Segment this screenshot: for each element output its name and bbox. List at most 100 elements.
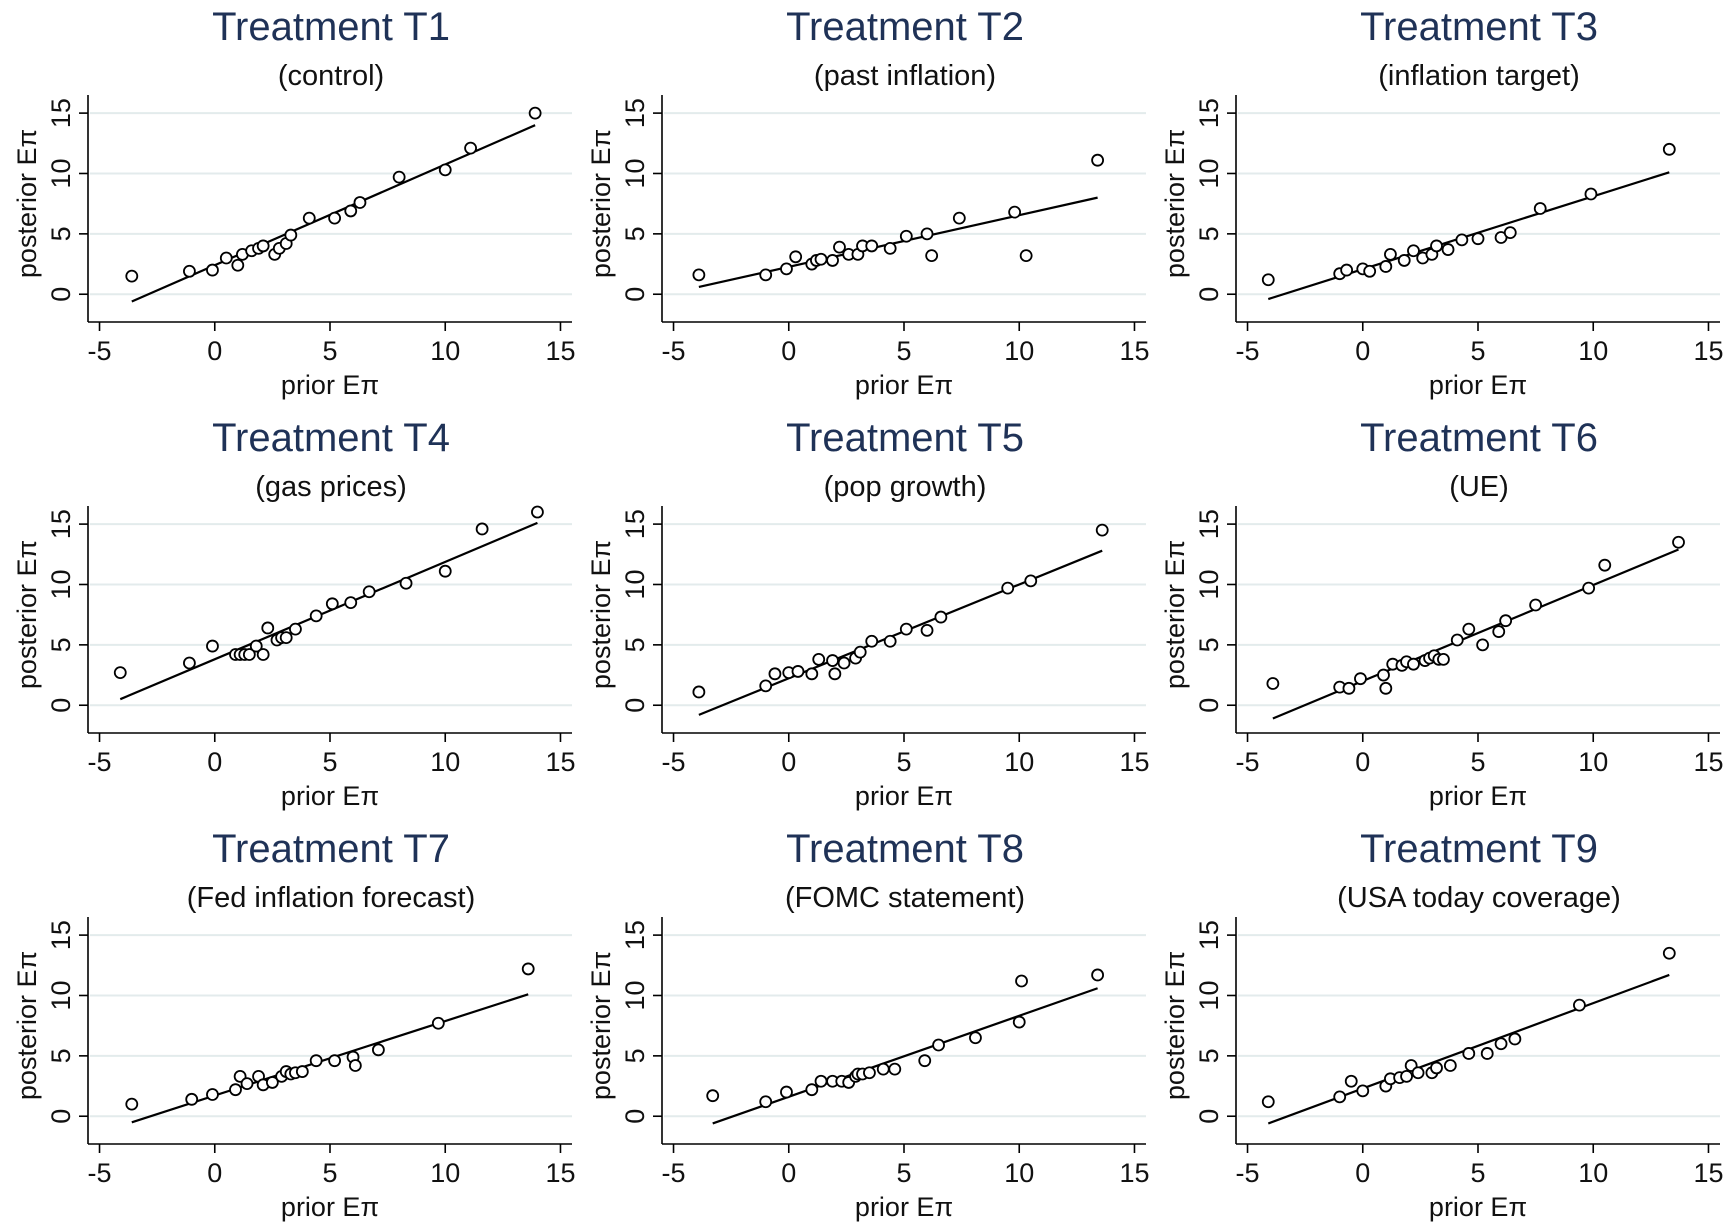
data-point xyxy=(1379,681,1393,695)
x-tick-label: 10 xyxy=(430,1158,460,1188)
data-point xyxy=(828,667,842,681)
x-tick-label: 5 xyxy=(1470,747,1485,777)
y-tick-label: 10 xyxy=(620,158,650,188)
data-point xyxy=(925,249,939,262)
data-point xyxy=(1266,677,1280,690)
data-point xyxy=(328,211,342,225)
x-axis-label: prior Eπ xyxy=(1429,1192,1527,1222)
data-point xyxy=(1340,263,1354,277)
data-point xyxy=(920,623,934,637)
x-tick-label: 0 xyxy=(1355,747,1370,777)
y-axis-label: posterior Eπ xyxy=(1160,951,1190,1100)
data-point xyxy=(1384,247,1397,261)
y-tick-label: 15 xyxy=(620,920,650,950)
x-tick-label: -5 xyxy=(662,747,686,777)
data-point xyxy=(814,252,828,266)
y-tick-label: 10 xyxy=(1194,158,1224,188)
fit-line xyxy=(1267,171,1670,301)
data-point xyxy=(206,639,219,653)
x-tick-label: 15 xyxy=(1119,1158,1149,1188)
data-point xyxy=(295,1065,309,1078)
x-tick-label: 10 xyxy=(1578,336,1608,366)
panel-5: Treatment T5 (pop growth) -5 0 5 10 15 0 5 10 15 pr… xyxy=(586,416,1149,811)
y-tick-label: 10 xyxy=(620,569,650,599)
data-point xyxy=(1672,535,1685,549)
y-tick-label: 15 xyxy=(46,920,76,950)
y-axis-label: posterior Eπ xyxy=(586,951,616,1100)
x-tick-label: 10 xyxy=(1578,1158,1608,1188)
panel-6: Treatment T6 (UE) -5 0 5 10 15 0 5 10 15 prior Eπ po… xyxy=(1160,416,1723,811)
x-axis-label: prior Eπ xyxy=(281,781,379,811)
data-point xyxy=(521,962,535,976)
data-point xyxy=(261,621,275,635)
data-point xyxy=(1407,244,1420,258)
data-point xyxy=(826,254,839,267)
panel-title: Treatment T6 xyxy=(1360,416,1598,460)
data-point xyxy=(1476,638,1490,652)
fit-line xyxy=(119,521,538,701)
x-tick-label: 15 xyxy=(1119,747,1149,777)
data-point xyxy=(531,505,544,519)
data-point xyxy=(348,1059,362,1072)
y-axis-label: posterior Eπ xyxy=(1160,540,1190,689)
data-point xyxy=(692,268,706,282)
data-point xyxy=(125,1097,139,1111)
panel-subtitle: (USA today coverage) xyxy=(1337,882,1621,914)
data-point xyxy=(528,106,542,120)
data-point xyxy=(1400,1069,1413,1083)
y-axis-label: posterior Eπ xyxy=(12,540,42,689)
data-point xyxy=(780,1085,793,1099)
y-tick-label: 5 xyxy=(1194,226,1224,241)
x-tick-label: 10 xyxy=(1004,336,1034,366)
data-point xyxy=(1091,968,1104,982)
y-tick-label: 5 xyxy=(46,1048,76,1063)
data-point xyxy=(899,229,913,243)
y-tick-label: 15 xyxy=(620,98,650,128)
data-point xyxy=(706,1089,720,1103)
y-tick-label: 15 xyxy=(1194,509,1224,539)
data-point xyxy=(1430,239,1443,253)
data-point xyxy=(888,1062,902,1076)
data-point xyxy=(865,239,879,253)
data-point xyxy=(1492,625,1506,638)
data-point xyxy=(1582,581,1596,595)
data-point xyxy=(692,685,706,699)
data-point xyxy=(1356,1084,1370,1098)
data-point xyxy=(952,211,966,225)
panel-title: Treatment T7 xyxy=(212,827,450,871)
data-point xyxy=(1529,598,1543,612)
x-axis-label: prior Eπ xyxy=(281,370,379,400)
x-tick-label: 15 xyxy=(1119,336,1149,366)
y-tick-label: 15 xyxy=(1194,98,1224,128)
x-axis-label: prior Eπ xyxy=(1429,781,1527,811)
x-tick-label: -5 xyxy=(88,336,112,366)
data-point xyxy=(1008,205,1022,219)
data-point xyxy=(805,667,819,681)
data-point xyxy=(918,1054,932,1068)
data-point xyxy=(876,1062,890,1076)
x-tick-label: 10 xyxy=(1578,747,1608,777)
data-point xyxy=(113,666,127,680)
data-point xyxy=(883,634,897,648)
data-point xyxy=(814,1074,828,1088)
data-point xyxy=(328,1054,342,1068)
data-point xyxy=(240,1077,254,1091)
data-point xyxy=(759,679,773,693)
fit-line xyxy=(698,196,1098,289)
y-tick-label: 0 xyxy=(620,1109,650,1124)
data-point xyxy=(1379,260,1393,273)
data-point xyxy=(438,163,452,177)
y-tick-label: 5 xyxy=(620,1048,650,1063)
data-point xyxy=(464,141,477,155)
data-point xyxy=(392,170,406,184)
data-point xyxy=(837,656,851,670)
x-tick-label: 15 xyxy=(545,336,575,366)
x-tick-label: -5 xyxy=(88,1158,112,1188)
data-point xyxy=(265,1076,279,1089)
panel-title: Treatment T2 xyxy=(786,5,1024,49)
y-axis-label: posterior Eπ xyxy=(1160,129,1190,278)
data-point xyxy=(1584,187,1598,201)
data-point xyxy=(899,622,913,636)
data-point xyxy=(1397,254,1411,267)
